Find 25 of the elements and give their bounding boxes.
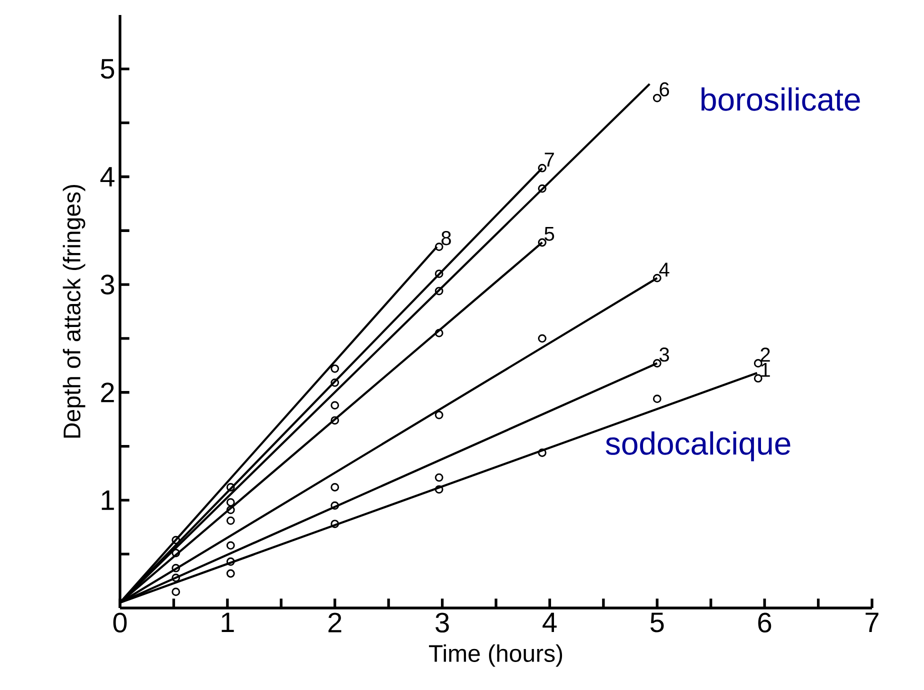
x-tick-label: 1 xyxy=(222,612,234,632)
x-tick-label: 0 xyxy=(113,612,127,633)
y-tick-label: 1 xyxy=(102,490,114,510)
annotation: 5 xyxy=(544,226,554,241)
annotation: 7 xyxy=(544,152,554,167)
x-tick-label: 4 xyxy=(542,612,557,632)
y-tick-label: 4 xyxy=(100,167,114,186)
annotation: 3 xyxy=(660,347,669,362)
x-tick-label: 2 xyxy=(328,612,342,632)
y-tick-label: 2 xyxy=(101,382,114,402)
annotation: 2 xyxy=(760,348,770,362)
y-tick-label: 5 xyxy=(100,59,114,79)
y-tick-label: 3 xyxy=(100,274,114,294)
x-axis-title: Time (hours) xyxy=(428,644,562,667)
annotation: sodocalcique xyxy=(606,431,790,462)
annotation: 8 xyxy=(442,231,451,246)
x-tick-label: 6 xyxy=(758,612,772,633)
x-tick-label: 5 xyxy=(650,612,664,632)
x-tick-label: 7 xyxy=(866,612,878,632)
annotation: 6 xyxy=(660,82,669,96)
x-tick-label: 3 xyxy=(436,612,449,633)
annotation: 1 xyxy=(761,362,770,377)
y-axis-title: Depth of attack (fringes) xyxy=(62,184,86,438)
annotation: 4 xyxy=(659,262,670,276)
annotation: borosilicate xyxy=(702,87,860,111)
